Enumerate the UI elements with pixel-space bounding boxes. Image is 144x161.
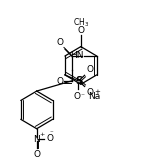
Text: O: O: [57, 77, 64, 86]
Text: O: O: [86, 88, 93, 97]
Text: ⁻: ⁻: [50, 131, 53, 137]
Text: O: O: [77, 26, 84, 35]
Text: N: N: [33, 135, 40, 144]
Text: O: O: [57, 38, 64, 47]
Text: ⁻: ⁻: [81, 91, 85, 100]
Text: HN: HN: [70, 51, 84, 60]
Text: O: O: [74, 92, 81, 101]
Text: +: +: [39, 133, 44, 137]
Text: S: S: [75, 76, 82, 86]
Text: Na: Na: [88, 92, 100, 101]
Text: O: O: [33, 150, 40, 159]
Text: O: O: [86, 65, 93, 74]
Text: +: +: [94, 89, 100, 95]
Text: O: O: [47, 134, 54, 143]
Text: CH$_3$: CH$_3$: [73, 16, 89, 29]
